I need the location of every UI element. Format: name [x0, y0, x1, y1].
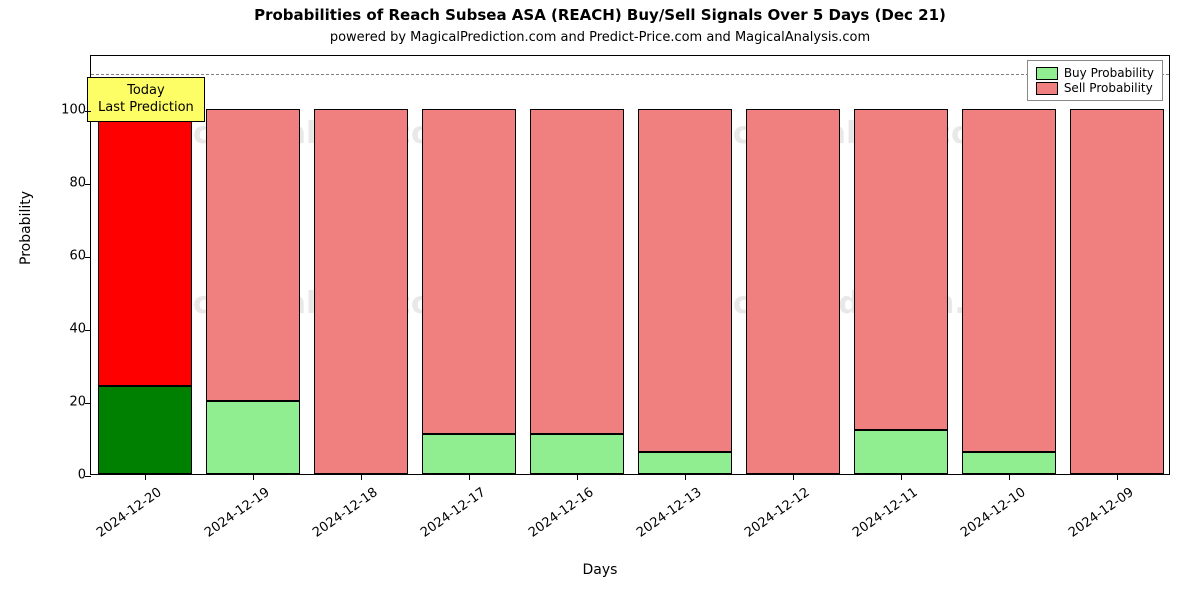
bar-buy — [98, 386, 192, 474]
bar-sell — [98, 109, 192, 387]
bar-2024-12-12 — [746, 54, 840, 474]
bar-2024-12-16 — [530, 54, 624, 474]
ytick-20: 20 — [46, 394, 86, 409]
chart-subtitle: powered by MagicalPrediction.com and Pre… — [0, 30, 1200, 45]
bar-buy — [206, 401, 300, 474]
legend-swatch-buy — [1036, 67, 1058, 80]
xtick-2024-12-20: 2024-12-20 — [82, 485, 164, 549]
xtick-2024-12-12: 2024-12-12 — [730, 485, 812, 549]
xtick-2024-12-19: 2024-12-19 — [190, 485, 272, 549]
bar-buy — [530, 434, 624, 474]
ytick-0: 0 — [46, 468, 86, 483]
legend-swatch-sell — [1036, 82, 1058, 95]
xtick-2024-12-13: 2024-12-13 — [622, 485, 704, 549]
xtick-2024-12-11: 2024-12-11 — [838, 485, 920, 549]
bar-sell — [314, 109, 408, 474]
ytick-40: 40 — [46, 321, 86, 336]
legend-label-buy: Buy Probability — [1064, 66, 1154, 80]
ytick-100: 100 — [46, 102, 86, 117]
bar-2024-12-13 — [638, 54, 732, 474]
bar-sell — [638, 109, 732, 452]
bar-2024-12-11 — [854, 54, 948, 474]
xtick-2024-12-10: 2024-12-10 — [946, 485, 1028, 549]
plot-area: MagicalAnalysis.com MagicalAnalysis.com … — [90, 55, 1170, 475]
chart-container: Probabilities of Reach Subsea ASA (REACH… — [0, 0, 1200, 600]
bar-2024-12-17 — [422, 54, 516, 474]
xtick-2024-12-18: 2024-12-18 — [298, 485, 380, 549]
bar-2024-12-09 — [1070, 54, 1164, 474]
legend: Buy Probability Sell Probability — [1027, 60, 1163, 101]
bar-buy — [854, 430, 948, 474]
bar-sell — [746, 109, 840, 474]
bars-layer — [91, 56, 1169, 474]
bar-sell — [206, 109, 300, 401]
annotation-line-1: Today — [98, 83, 194, 99]
legend-label-sell: Sell Probability — [1064, 81, 1153, 95]
bar-buy — [638, 452, 732, 474]
ytick-80: 80 — [46, 175, 86, 190]
bar-2024-12-18 — [314, 54, 408, 474]
xtick-2024-12-17: 2024-12-17 — [406, 485, 488, 549]
bar-sell — [422, 109, 516, 434]
bar-sell — [854, 109, 948, 430]
xtick-2024-12-09: 2024-12-09 — [1054, 485, 1136, 549]
y-axis-label: Probability — [18, 191, 34, 265]
ytick-60: 60 — [46, 248, 86, 263]
x-axis-label: Days — [0, 562, 1200, 578]
legend-row-buy: Buy Probability — [1036, 66, 1154, 80]
chart-title: Probabilities of Reach Subsea ASA (REACH… — [0, 6, 1200, 24]
today-annotation: Today Last Prediction — [87, 77, 205, 122]
bar-2024-12-19 — [206, 54, 300, 474]
bar-sell — [1070, 109, 1164, 474]
bar-sell — [530, 109, 624, 434]
bar-buy — [962, 452, 1056, 474]
legend-row-sell: Sell Probability — [1036, 81, 1154, 95]
annotation-line-2: Last Prediction — [98, 100, 194, 116]
bar-buy — [422, 434, 516, 474]
bar-sell — [962, 109, 1056, 452]
bar-2024-12-10 — [962, 54, 1056, 474]
xtick-2024-12-16: 2024-12-16 — [514, 485, 596, 549]
